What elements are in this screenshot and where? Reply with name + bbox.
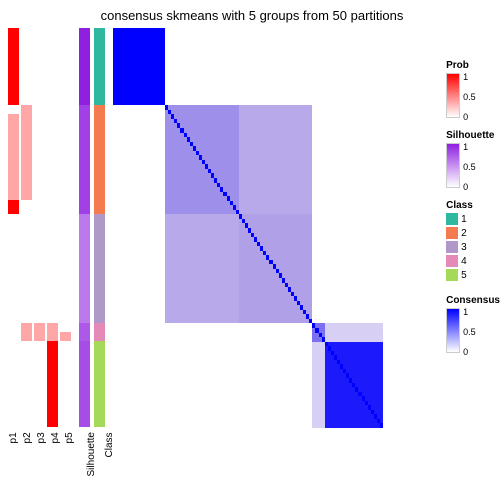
legend-prob: Prob10.50: [446, 60, 500, 118]
legend-panel: Prob10.50 Silhouette10.50 Class12345 Consen…: [446, 60, 500, 365]
xlabel: p4: [50, 432, 62, 476]
plot-title: consensus skmeans with 5 groups from 50 …: [0, 0, 504, 23]
annotation-p4: [47, 28, 58, 428]
xlabel: p2: [22, 432, 34, 476]
legend-silhouette: Silhouette10.50: [446, 130, 500, 188]
xlabel: p1: [8, 432, 20, 476]
annotation-p5: [60, 28, 71, 428]
annotation-p3: [34, 28, 45, 428]
legend-class: Class12345: [446, 200, 500, 283]
xlabel: p5: [64, 432, 76, 476]
x-axis-labels: p1p2p3p4p5 Silhouette Class: [8, 432, 118, 476]
plot-area: [8, 28, 383, 428]
annotation-p1: [8, 28, 19, 428]
annotation-p2: [21, 28, 32, 428]
xlabel: p3: [36, 432, 48, 476]
consensus-heatmap: [113, 28, 383, 428]
xlabel: Class: [104, 432, 116, 476]
xlabel: Silhouette: [86, 432, 98, 476]
annotation-silhouette: [79, 28, 90, 428]
annotation-class: [94, 28, 105, 428]
legend-consensus: Consensus10.50: [446, 295, 500, 353]
